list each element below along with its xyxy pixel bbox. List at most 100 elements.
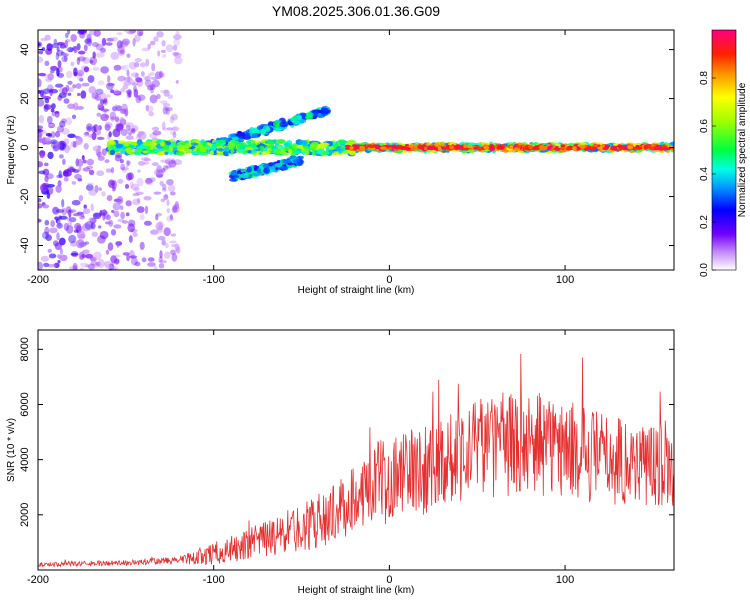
spectrogram-cell [126, 53, 131, 58]
spectrogram-cell [156, 31, 164, 38]
spectrogram-cell [137, 161, 146, 166]
spectrogram-cell [272, 120, 282, 128]
spectrogram-cell [66, 209, 74, 215]
spectrogram-cell [613, 147, 618, 151]
spectrogram-cell [437, 146, 442, 151]
spectrogram-cell [244, 146, 252, 150]
spectrogram-cell [63, 169, 72, 177]
spectrogram-cell [610, 145, 618, 149]
spectrogram-cell [120, 150, 125, 154]
spectrogram-cell [97, 103, 103, 109]
spectrogram-cell [417, 145, 422, 149]
spectrogram-cell [597, 146, 604, 150]
spectrogram-cell [224, 146, 230, 152]
spectrogram-cell [458, 146, 463, 150]
spectrogram-cell [39, 89, 44, 98]
spectrogram-cell [112, 105, 117, 112]
spectrogram-cell [138, 31, 143, 37]
spectrogram-cell [44, 219, 50, 226]
spectrogram-cell [344, 144, 351, 148]
spectrogram-cell [61, 198, 65, 208]
spectrogram-cell [313, 110, 319, 118]
spectrogram-cell [283, 142, 290, 147]
top-y-axis: -40 -20 0 20 40 [19, 43, 674, 253]
spectrogram-cell [48, 253, 57, 259]
spectrogram-cell [153, 36, 159, 42]
spectrogram-cell [129, 181, 134, 189]
spectrogram-cell [176, 144, 185, 151]
spectrogram-cell [129, 255, 138, 259]
spectrogram-cell [368, 145, 376, 149]
spectrogram-cell [168, 159, 177, 168]
spectrogram-cell [246, 166, 252, 173]
spectrogram-cell [247, 150, 252, 154]
spectrogram-cell [162, 144, 170, 151]
spectrogram-cell [100, 66, 109, 74]
spectrogram-cell [547, 145, 552, 150]
spectrogram-cell [87, 126, 92, 131]
spectrogram-cell [139, 241, 145, 251]
spectrogram-cell [115, 152, 123, 158]
spectrogram-cell [38, 50, 44, 55]
spectrogram-cell [67, 92, 72, 96]
spectrogram-cell [120, 128, 128, 136]
spectrogram-cell [96, 170, 105, 177]
spectrogram-cell [131, 257, 138, 266]
spectrogram-cell [328, 146, 335, 151]
spectrogram-cell [163, 194, 169, 200]
spectrogram-cell [348, 149, 356, 156]
spectrogram-cell [124, 30, 131, 33]
spectrogram-cell [150, 229, 159, 235]
spectrogram-cell [202, 141, 208, 147]
bottom-y-tick-label: 4000 [19, 447, 31, 471]
spectrogram-cell [173, 34, 182, 41]
spectrogram-cell [210, 147, 217, 151]
spectrogram-cell [106, 214, 111, 221]
spectrogram-cell [227, 146, 234, 150]
top-y-axis-label: Frequency (Hz) [6, 116, 17, 185]
spectrogram-cell [240, 168, 245, 173]
spectrogram-cell [74, 222, 82, 231]
spectrogram-cell [88, 217, 93, 223]
spectrogram-cell [55, 209, 65, 213]
spectrogram-cell [90, 203, 94, 212]
spectrogram-cell [170, 249, 176, 255]
spectrogram-cell [71, 181, 77, 185]
spectrogram-cell [147, 262, 156, 267]
spectrogram-cell [83, 132, 88, 138]
spectrogram-cell [217, 148, 224, 152]
spectrogram-cell [516, 144, 521, 149]
spectrogram-cell [164, 193, 169, 199]
spectrogram-cell [109, 139, 115, 145]
spectrogram-cell [73, 67, 78, 77]
spectrogram-cell [579, 144, 586, 149]
spectrogram-cell [47, 73, 54, 81]
spectrogram-cell [59, 247, 63, 255]
spectrogram-cell [644, 144, 649, 149]
spectrogram-cell [63, 138, 70, 145]
spectrogram-cell [84, 131, 89, 136]
spectrogram-cell [65, 32, 69, 39]
top-y-tick-label: -20 [19, 189, 31, 205]
spectrogram-cell [190, 142, 199, 146]
spectrogram-cell [262, 125, 270, 132]
spectrogram-cell [135, 77, 143, 83]
spectrogram-cell [293, 150, 300, 155]
spectrogram-cell [135, 72, 139, 82]
spectrogram-cell [38, 197, 42, 203]
spectrogram-cell [47, 123, 55, 127]
spectrogram-cell [135, 95, 142, 104]
spectrogram-cell [91, 132, 97, 141]
spectrogram-cell [134, 34, 141, 43]
spectrogram-cell [159, 223, 165, 228]
spectrogram-cell [46, 183, 55, 188]
spectrogram-cell [161, 40, 166, 47]
spectrogram-cell [110, 229, 117, 236]
spectrogram-cell [43, 162, 49, 167]
spectrogram-cell [116, 241, 120, 248]
spectrogram-cell [347, 139, 356, 145]
spectrogram-cell [321, 150, 327, 156]
spectrogram-cell [139, 213, 145, 221]
spectrogram-image [38, 30, 674, 270]
spectrogram-cell [261, 150, 271, 155]
